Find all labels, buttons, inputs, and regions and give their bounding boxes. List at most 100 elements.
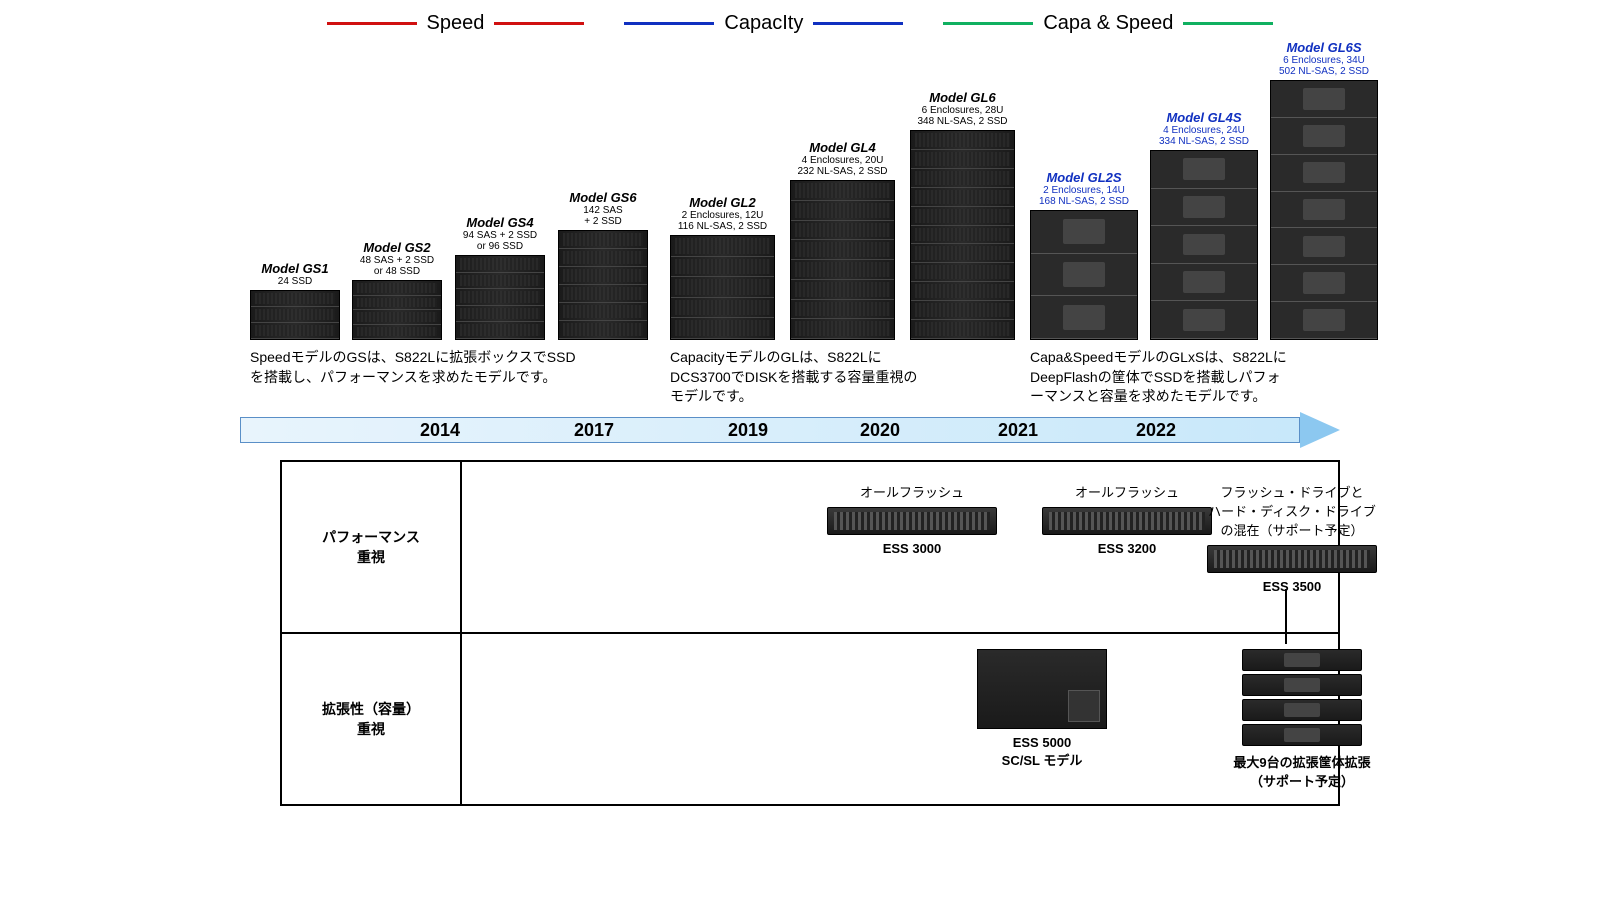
drive-unit [1271,228,1377,265]
rack-unit [559,231,647,249]
model-spec: 94 SAS + 2 SSD or 96 SSD [455,230,545,252]
rack [790,180,895,340]
drive-unit [1151,264,1257,302]
model-title: Model GL6S [1270,40,1378,55]
drive-unit [1151,226,1257,264]
model-spec: 4 Enclosures, 24U 334 NL-SAS, 2 SSD [1150,125,1258,147]
stacked-unit [1242,649,1362,671]
legend-item-speed: Speed [327,12,585,35]
legend-label-capaspeed: Capa & Speed [1043,12,1173,35]
ess-label-top: オールフラッシュ [1037,482,1217,501]
models-area: Model GS124 SSDModel GS248 SAS + 2 SSD o… [230,50,1550,390]
model-title: Model GL2 [670,195,775,210]
year-labels: 201420172019202020212022 [240,414,1340,446]
model-spec: 4 Enclosures, 20U 232 NL-SAS, 2 SSD [790,155,895,177]
rack-unit [251,307,339,323]
rack-unit [911,282,1014,301]
model-model-gl2s: Model GL2S2 Enclosures, 14U 168 NL-SAS, … [1030,170,1138,340]
rack-unit [911,244,1014,263]
rack-unit [353,310,441,325]
rack-unit [911,301,1014,320]
rack-unit [791,221,894,241]
year-label: 2021 [998,420,1038,441]
year-label: 2022 [1136,420,1176,441]
drive-unit [1271,192,1377,229]
year-label: 2017 [574,420,614,441]
connector-line [1285,589,1287,644]
rack-unit [671,236,774,257]
rack-unit [456,273,544,290]
rack-unit [559,249,647,267]
drive-unit [1271,302,1377,339]
rack-unit [559,321,647,339]
ess-label-bottom: ESS 3200 [1037,541,1217,556]
rack-unit [791,300,894,320]
model-title: Model GL6 [910,90,1015,105]
row-header-capacity: 拡張性（容量） 重視 [282,634,462,804]
rack-unit [671,277,774,298]
ess-label-bottom: ESS 3500 [1202,579,1382,594]
model-title: Model GS2 [352,240,442,255]
rack-unit [911,188,1014,207]
drive-unit [1271,155,1377,192]
model-model-gl4s: Model GL4S4 Enclosures, 24U 334 NL-SAS, … [1150,110,1258,340]
rack [670,235,775,340]
ess-item: オールフラッシュ ESS 3200 [1037,482,1217,556]
drive-unit [1271,118,1377,155]
server-icon [1207,545,1377,573]
rack-unit [251,323,339,339]
desc-speed: SpeedモデルのGSは、S822Lに拡張ボックスでSSD を搭載し、パフォーマ… [250,348,660,387]
rack-unit [671,318,774,339]
model-spec: 2 Enclosures, 14U 168 NL-SAS, 2 SSD [1030,185,1138,207]
drive-unit [1031,296,1137,339]
drive-unit [1151,151,1257,189]
rack-unit [671,298,774,319]
model-title: Model GL4 [790,140,895,155]
rack-unit [353,281,441,296]
ess-item: ESS 5000 SC/SL モデル [962,649,1122,769]
year-label: 2014 [420,420,460,441]
model-spec: 142 SAS + 2 SSD [558,205,648,227]
model-title: Model GL2S [1030,170,1138,185]
rack [910,130,1015,340]
rack-unit [791,319,894,339]
rack-unit [353,296,441,311]
rack-unit [911,207,1014,226]
ess-label-top: オールフラッシュ [822,482,1002,501]
legend-item-capaspeed: Capa & Speed [943,12,1273,35]
rack [250,290,340,340]
stacked-enclosure-icon [1242,649,1362,746]
rack-unit [911,226,1014,245]
table-row-performance: パフォーマンス 重視 オールフラッシュESS 3000オールフラッシュESS 3… [282,462,1338,634]
storage-enclosure-icon [977,649,1107,729]
rack-unit [791,260,894,280]
model-spec: 48 SAS + 2 SSD or 48 SSD [352,255,442,277]
server-icon [1042,507,1212,535]
ess-label-bottom: 最大9台の拡張筐体拡張 （サポート予定） [1222,752,1382,790]
rack-unit [456,289,544,306]
table-row-capacity: 拡張性（容量） 重視 ESS 5000 SC/SL モデル最大9台の拡張筐体拡張… [282,634,1338,804]
model-model-gs2: Model GS248 SAS + 2 SSD or 48 SSD [352,240,442,340]
ess-label-bottom: ESS 3000 [822,541,1002,556]
rack-unit [559,303,647,321]
rack-unit [911,320,1014,339]
ess-item: オールフラッシュ ESS 3000 [822,482,1002,556]
drive-unit [1031,211,1137,254]
rack-unit [559,285,647,303]
model-spec: 6 Enclosures, 28U 348 NL-SAS, 2 SSD [910,105,1015,127]
legend-label-capacity: CapacIty [724,12,803,35]
ess-label-bottom: ESS 5000 SC/SL モデル [962,735,1122,769]
comparison-table: パフォーマンス 重視 オールフラッシュESS 3000オールフラッシュESS 3… [280,460,1340,806]
ess-item: 最大9台の拡張筐体拡張 （サポート予定） [1222,649,1382,790]
stacked-unit [1242,724,1362,746]
ess-label-top: フラッシュ・ドライブと ハード・ディスク・ドライブ の混在（サポート予定） [1202,482,1382,539]
drive-unit [1031,254,1137,297]
legend-line-cap2 [813,22,903,25]
rack [1150,150,1258,340]
rack [352,280,442,340]
model-title: Model GL4S [1150,110,1258,125]
drive-unit [1151,301,1257,339]
rack-unit [791,280,894,300]
rack-unit [353,325,441,340]
model-model-gl6s: Model GL6S6 Enclosures, 34U 502 NL-SAS, … [1270,40,1378,340]
